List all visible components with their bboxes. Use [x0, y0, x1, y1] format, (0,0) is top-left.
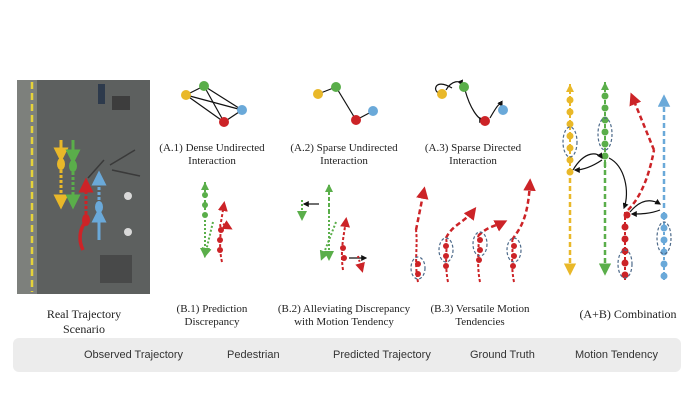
- legend-predicted-label: Predicted Trajectory: [333, 349, 431, 361]
- caption-a3: (A.3) Sparse Directed Interaction: [424, 142, 522, 167]
- legend-predicted: Predicted Trajectory: [317, 338, 431, 372]
- caption-b1: (B.1) Prediction Discrepancy: [176, 303, 248, 328]
- diagram-a1-dense-undirected: [181, 81, 247, 127]
- diagram-a3-sparse-directed: [435, 79, 508, 126]
- legend-observed-label: Observed Trajectory: [84, 349, 184, 361]
- diagram-b1-prediction-discrepancy: [200, 182, 233, 263]
- legend-pedestrian: Pedestrian: [215, 338, 280, 372]
- diagram-b2-alleviating-discrepancy: [297, 184, 368, 273]
- caption-b2: (B.2) Alleviating Discrepancy with Motio…: [277, 303, 411, 328]
- caption-b3: (B.3) Versatile Motion Tendencies: [430, 303, 530, 328]
- legend-motion-tendency: Motion Tendency: [565, 338, 658, 372]
- diagram-combination: [562, 82, 672, 280]
- caption-a1: (A.1) Dense Undirected Interaction: [159, 142, 265, 167]
- legend-pedestrian-label: Pedestrian: [227, 349, 280, 361]
- caption-real-scenario: Real Trajectory Scenario: [46, 307, 122, 336]
- legend-ground-truth: Ground Truth: [456, 338, 535, 372]
- diagram-a2-sparse-undirected: [313, 82, 378, 125]
- diagram-b3-versatile-tendencies: [410, 178, 536, 283]
- legend-motion-tendency-label: Motion Tendency: [575, 349, 658, 361]
- real-scenario-photo: [17, 80, 150, 294]
- legend-ground-truth-label: Ground Truth: [470, 349, 535, 361]
- legend-observed: Observed Trajectory: [70, 338, 183, 372]
- caption-a2: (A.2) Sparse Undirected Interaction: [290, 142, 398, 167]
- caption-combination: (A+B) Combination: [579, 307, 677, 321]
- legend: Observed Trajectory Pedestrian Predicted…: [13, 338, 681, 372]
